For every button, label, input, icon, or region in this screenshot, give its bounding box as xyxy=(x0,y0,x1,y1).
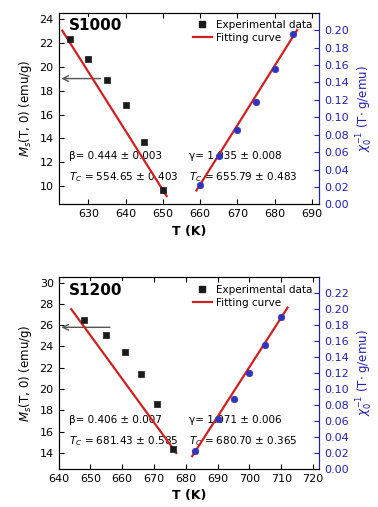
Point xyxy=(141,138,147,146)
Point xyxy=(216,153,222,161)
Point xyxy=(253,97,259,105)
Point xyxy=(234,126,240,134)
Text: β= 0.444 ± 0.003: β= 0.444 ± 0.003 xyxy=(69,151,162,161)
Text: $T_C$ = 655.79 ± 0.483: $T_C$ = 655.79 ± 0.483 xyxy=(189,170,297,184)
Point xyxy=(104,76,110,84)
Point xyxy=(246,369,253,377)
Point xyxy=(103,331,109,339)
Point xyxy=(272,65,278,74)
Legend: Experimental data, Fitting curve: Experimental data, Fitting curve xyxy=(191,282,314,310)
Point xyxy=(81,316,87,324)
X-axis label: T (K): T (K) xyxy=(172,489,206,502)
Point xyxy=(170,445,176,453)
Point xyxy=(154,400,160,408)
Y-axis label: $\chi_0^{-1}$ (T$\cdot$ g/emu): $\chi_0^{-1}$ (T$\cdot$ g/emu) xyxy=(355,330,375,416)
Text: γ= 1.035 ± 0.008: γ= 1.035 ± 0.008 xyxy=(189,151,282,161)
Text: β= 0.406 ± 0.007: β= 0.406 ± 0.007 xyxy=(69,415,162,425)
Text: S1000: S1000 xyxy=(69,18,122,33)
Point xyxy=(197,181,203,189)
Text: $T_C$ = 680.70 ± 0.365: $T_C$ = 680.70 ± 0.365 xyxy=(189,434,298,448)
Point xyxy=(278,313,284,321)
Point xyxy=(231,394,237,403)
Point xyxy=(262,341,268,349)
Y-axis label: $M_s$(T, 0) (emu/g): $M_s$(T, 0) (emu/g) xyxy=(17,324,34,422)
Point xyxy=(192,447,198,455)
Text: $T_C$ = 681.43 ± 0.585: $T_C$ = 681.43 ± 0.585 xyxy=(69,434,178,448)
Point xyxy=(67,35,73,43)
Point xyxy=(122,348,129,356)
Text: S1200: S1200 xyxy=(69,283,122,298)
Legend: Experimental data, Fitting curve: Experimental data, Fitting curve xyxy=(191,18,314,45)
X-axis label: T (K): T (K) xyxy=(172,225,206,238)
Y-axis label: $\chi_0^{-1}$ (T$\cdot$ g/emu): $\chi_0^{-1}$ (T$\cdot$ g/emu) xyxy=(355,65,375,152)
Point xyxy=(160,186,166,194)
Point xyxy=(215,415,221,423)
Text: γ= 1.071 ± 0.006: γ= 1.071 ± 0.006 xyxy=(189,415,282,425)
Point xyxy=(122,101,129,109)
Text: $T_C$ = 554.65 ± 0.403: $T_C$ = 554.65 ± 0.403 xyxy=(69,170,178,184)
Point xyxy=(85,55,91,63)
Y-axis label: $M_s$(T, 0) (emu/g): $M_s$(T, 0) (emu/g) xyxy=(17,60,34,157)
Point xyxy=(290,29,296,38)
Point xyxy=(138,370,144,378)
